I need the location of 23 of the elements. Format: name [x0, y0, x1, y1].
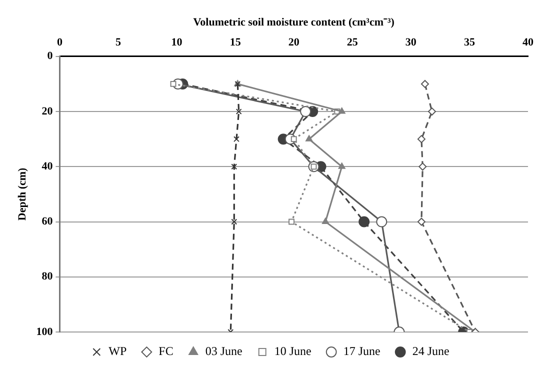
- x-tick-label: 15: [230, 36, 242, 49]
- y-tick-label: 100: [36, 326, 54, 338]
- x-tick-label: 20: [288, 36, 300, 49]
- y-tick-label: 80: [42, 270, 54, 283]
- y-tick-label: 40: [42, 160, 54, 172]
- y-tick-label: 20: [42, 105, 54, 118]
- x-tick-label: 10: [171, 36, 183, 49]
- x-tick-label: 40: [522, 36, 534, 49]
- y-tick-label: 60: [42, 216, 54, 228]
- x-axis-title: Volumetric soil moisture content (cm³cm⁻³): [193, 16, 395, 28]
- x-tick-label: 35: [464, 36, 476, 49]
- legend-label: 24 June: [412, 344, 450, 358]
- y-tick-label: 0: [47, 50, 54, 62]
- x-tick-label: 30: [405, 36, 417, 49]
- x-tick-label: 0: [56, 36, 63, 49]
- x-tick-label: 5: [115, 36, 122, 49]
- legend-label: 17 June: [343, 344, 380, 358]
- legend-label: WP: [108, 344, 127, 358]
- legend-label: FC: [158, 344, 174, 358]
- x-tick-label: 25: [346, 36, 358, 49]
- legend-label: 10 June: [274, 344, 312, 358]
- y-axis-title: Depth (cm): [16, 167, 28, 221]
- legend-label: 03 June: [205, 344, 242, 358]
